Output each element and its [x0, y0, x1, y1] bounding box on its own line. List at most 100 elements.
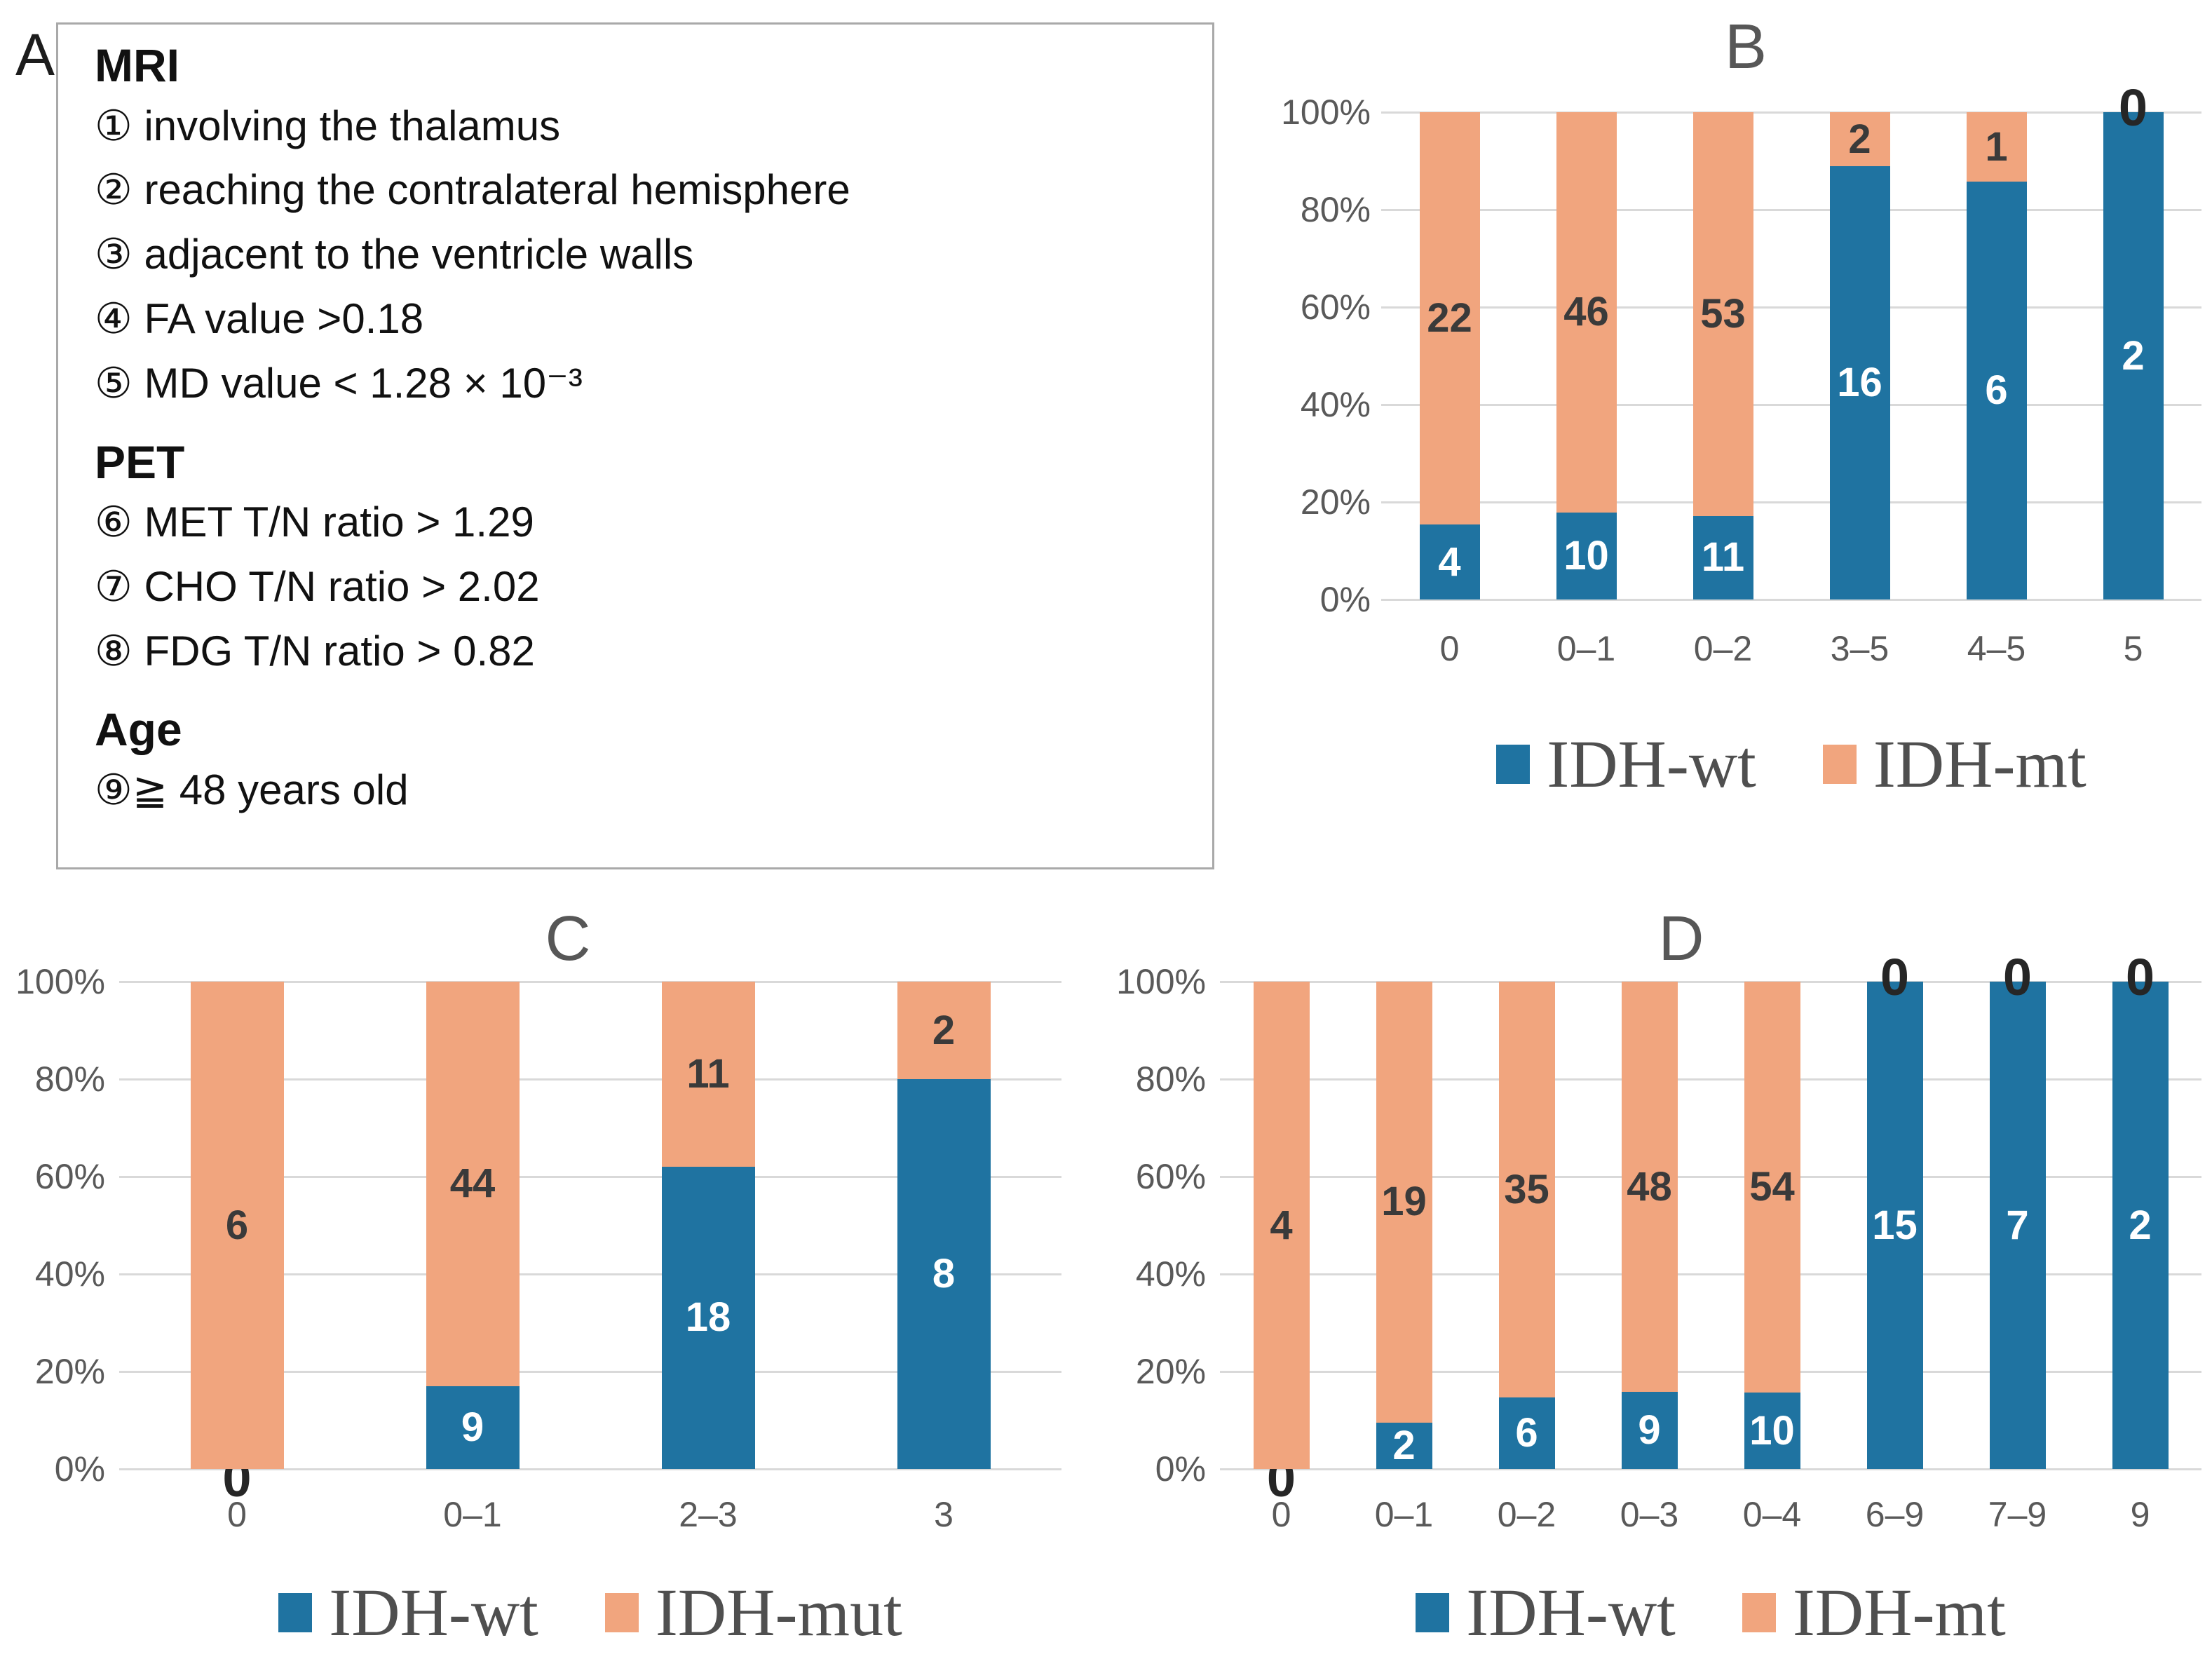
bar-segment-idh-mt — [661, 982, 755, 1167]
bar-segment-idh-mt — [1966, 112, 2027, 182]
zero-value-label: 0 — [2125, 948, 2155, 1006]
value-label-idh-mt: 53 — [1700, 290, 1746, 337]
value-label-idh-wt: 16 — [1837, 360, 1882, 406]
value-label-idh-wt: 6 — [1515, 1410, 1538, 1456]
criteria-item: ④ FA value >0.18 — [95, 294, 424, 342]
x-category-label: 0–3 — [1620, 1495, 1679, 1534]
criteria-item: ① involving the thalamus — [95, 102, 561, 149]
x-category-label: 0–1 — [443, 1495, 502, 1534]
legend-swatch-idh-mt-icon — [1742, 1593, 1776, 1632]
criteria-item: ⑧ FDG T/N ratio > 0.82 — [95, 627, 535, 675]
legend-item-idh-wt: IDH-wt — [278, 1579, 538, 1646]
chart-panel-d: D 100% 80% 60% 40% 20% 0% 0 4 0 2 19 0–1 6 35 0–2 9 48 0–3… — [1116, 898, 2212, 1673]
legend-item-label: IDH-mt — [1873, 726, 2087, 801]
legend-item-idh-mt: IDH-mut — [604, 1575, 902, 1650]
value-label-idh-wt: 18 — [685, 1294, 731, 1341]
value-label-idh-mt: 1 — [1985, 123, 2008, 170]
x-category-label: 0 — [1439, 629, 1460, 668]
gridline — [1381, 111, 2201, 114]
y-axis-tick-label: 40% — [1300, 385, 1371, 424]
gridline — [119, 1273, 1061, 1275]
x-category-label: 0–2 — [1693, 629, 1753, 668]
chart-panel-b: B 100% 80% 60% 40% 20% 0% 4 22 0 10 46 0–1 11 53 0–2 16 2… — [1220, 7, 2212, 841]
y-axis-tick-label: 80% — [1300, 190, 1371, 229]
x-category-label: 6–9 — [1865, 1495, 1925, 1534]
bar-segment-idh-wt — [1692, 515, 1753, 600]
bar-segment-idh-mt — [1692, 112, 1753, 516]
x-category-label: 3–5 — [1830, 629, 1889, 668]
criteria-item: ⑨≧ 48 years old — [95, 766, 409, 813]
y-axis-tick-label: 100% — [1116, 962, 1206, 1001]
legend-swatch-idh-wt-icon — [278, 1593, 313, 1632]
criteria-item: ⑥ MET T/N ratio > 1.29 — [95, 499, 534, 546]
value-label-idh-mt: 22 — [1427, 295, 1472, 341]
bar-segment-idh-wt — [1829, 166, 1890, 600]
x-category-label: 0 — [1271, 1495, 1291, 1534]
legend-item-label: IDH-wt — [1547, 726, 1756, 801]
bar-segment-idh-mt — [1744, 982, 1800, 1393]
panel-label-a: A — [15, 22, 55, 88]
value-label-idh-mt: 6 — [225, 1202, 249, 1248]
x-category-label: 0–4 — [1742, 1495, 1802, 1534]
legend-swatch-idh-wt-icon — [1416, 1593, 1450, 1632]
value-label-idh-mt: 4 — [1270, 1202, 1293, 1248]
gridline — [1220, 1370, 2201, 1373]
legend-item-idh-mt: IDH-mt — [1742, 1579, 2006, 1646]
value-label-idh-wt: 9 — [461, 1404, 484, 1450]
bar-segment-idh-wt — [1556, 512, 1617, 600]
bar-segment-idh-wt — [1621, 1392, 1678, 1469]
bar-segment-idh-wt — [1989, 982, 2046, 1469]
plot-area-c — [119, 980, 1061, 1470]
y-axis-tick-label: 20% — [1300, 482, 1371, 522]
legend-item-label: IDH-mut — [655, 1575, 902, 1650]
criteria-section-heading: Age — [95, 703, 182, 756]
x-category-label: 3 — [934, 1495, 954, 1534]
bar-segment-idh-mt — [1376, 982, 1432, 1423]
legend-b: IDH-wt IDH-mt — [1381, 722, 2201, 806]
y-axis-tick-label: 40% — [1135, 1254, 1206, 1294]
x-category-label: 0 — [227, 1495, 247, 1534]
legend-item-idh-wt: IDH-wt — [1496, 731, 1756, 798]
gridline — [119, 980, 1061, 983]
value-label-idh-wt: 10 — [1749, 1407, 1795, 1454]
gridline — [1220, 1273, 2201, 1275]
y-axis-tick-label: 80% — [34, 1059, 105, 1099]
chart-panel-c: C 100% 80% 60% 40% 20% 0% 0 6 0 9 44 0–1 18 11 2–3 8 2 3 ID… — [0, 898, 1136, 1673]
criteria-item: ⑦ CHO T/N ratio > 2.02 — [95, 562, 540, 610]
legend-c: IDH-wt IDH-mut — [119, 1571, 1061, 1655]
bar-segment-idh-wt — [1744, 1393, 1800, 1469]
y-axis-tick-label: 40% — [34, 1254, 105, 1294]
bar-segment-idh-mt — [897, 982, 991, 1079]
y-axis-tick-label: 100% — [1281, 93, 1371, 132]
value-label-idh-mt: 46 — [1563, 289, 1609, 335]
bar-segment-idh-wt — [426, 1386, 520, 1469]
bar-segment-idh-wt — [1419, 524, 1480, 600]
panel-title-c: C — [545, 904, 591, 974]
gridline — [1220, 1468, 2201, 1470]
y-axis-tick-label: 60% — [1135, 1157, 1206, 1196]
zero-value-label: 0 — [2002, 948, 2033, 1006]
value-label-idh-wt: 4 — [1438, 539, 1461, 585]
legend-d: IDH-wt IDH-mt — [1220, 1571, 2201, 1655]
gridline — [1381, 306, 2201, 309]
panel-title-b: B — [1724, 12, 1767, 82]
bar-segment-idh-wt — [1866, 982, 1923, 1469]
zero-value-label: 0 — [1880, 948, 1910, 1006]
bar-segment-idh-wt — [1376, 1422, 1432, 1469]
x-category-label: 0–1 — [1374, 1495, 1434, 1534]
x-category-label: 7–9 — [1988, 1495, 2047, 1534]
value-label-idh-wt: 2 — [2129, 1202, 2152, 1248]
y-axis-tick-label: 0% — [54, 1449, 105, 1489]
bar-segment-idh-mt — [1829, 112, 1890, 167]
panel-title-d: D — [1658, 904, 1704, 974]
legend-swatch-idh-mt-icon — [1822, 745, 1857, 784]
bar-segment-idh-wt — [897, 1079, 991, 1469]
legend-swatch-idh-wt-icon — [1496, 745, 1531, 784]
value-label-idh-wt: 6 — [1985, 367, 2008, 414]
x-category-label: 9 — [2130, 1495, 2150, 1534]
x-category-label: 0–2 — [1497, 1495, 1556, 1534]
y-axis-tick-label: 20% — [34, 1352, 105, 1391]
bar-segment-idh-mt — [1498, 982, 1555, 1398]
gridline — [1220, 1175, 2201, 1178]
gridline — [1220, 1078, 2201, 1081]
